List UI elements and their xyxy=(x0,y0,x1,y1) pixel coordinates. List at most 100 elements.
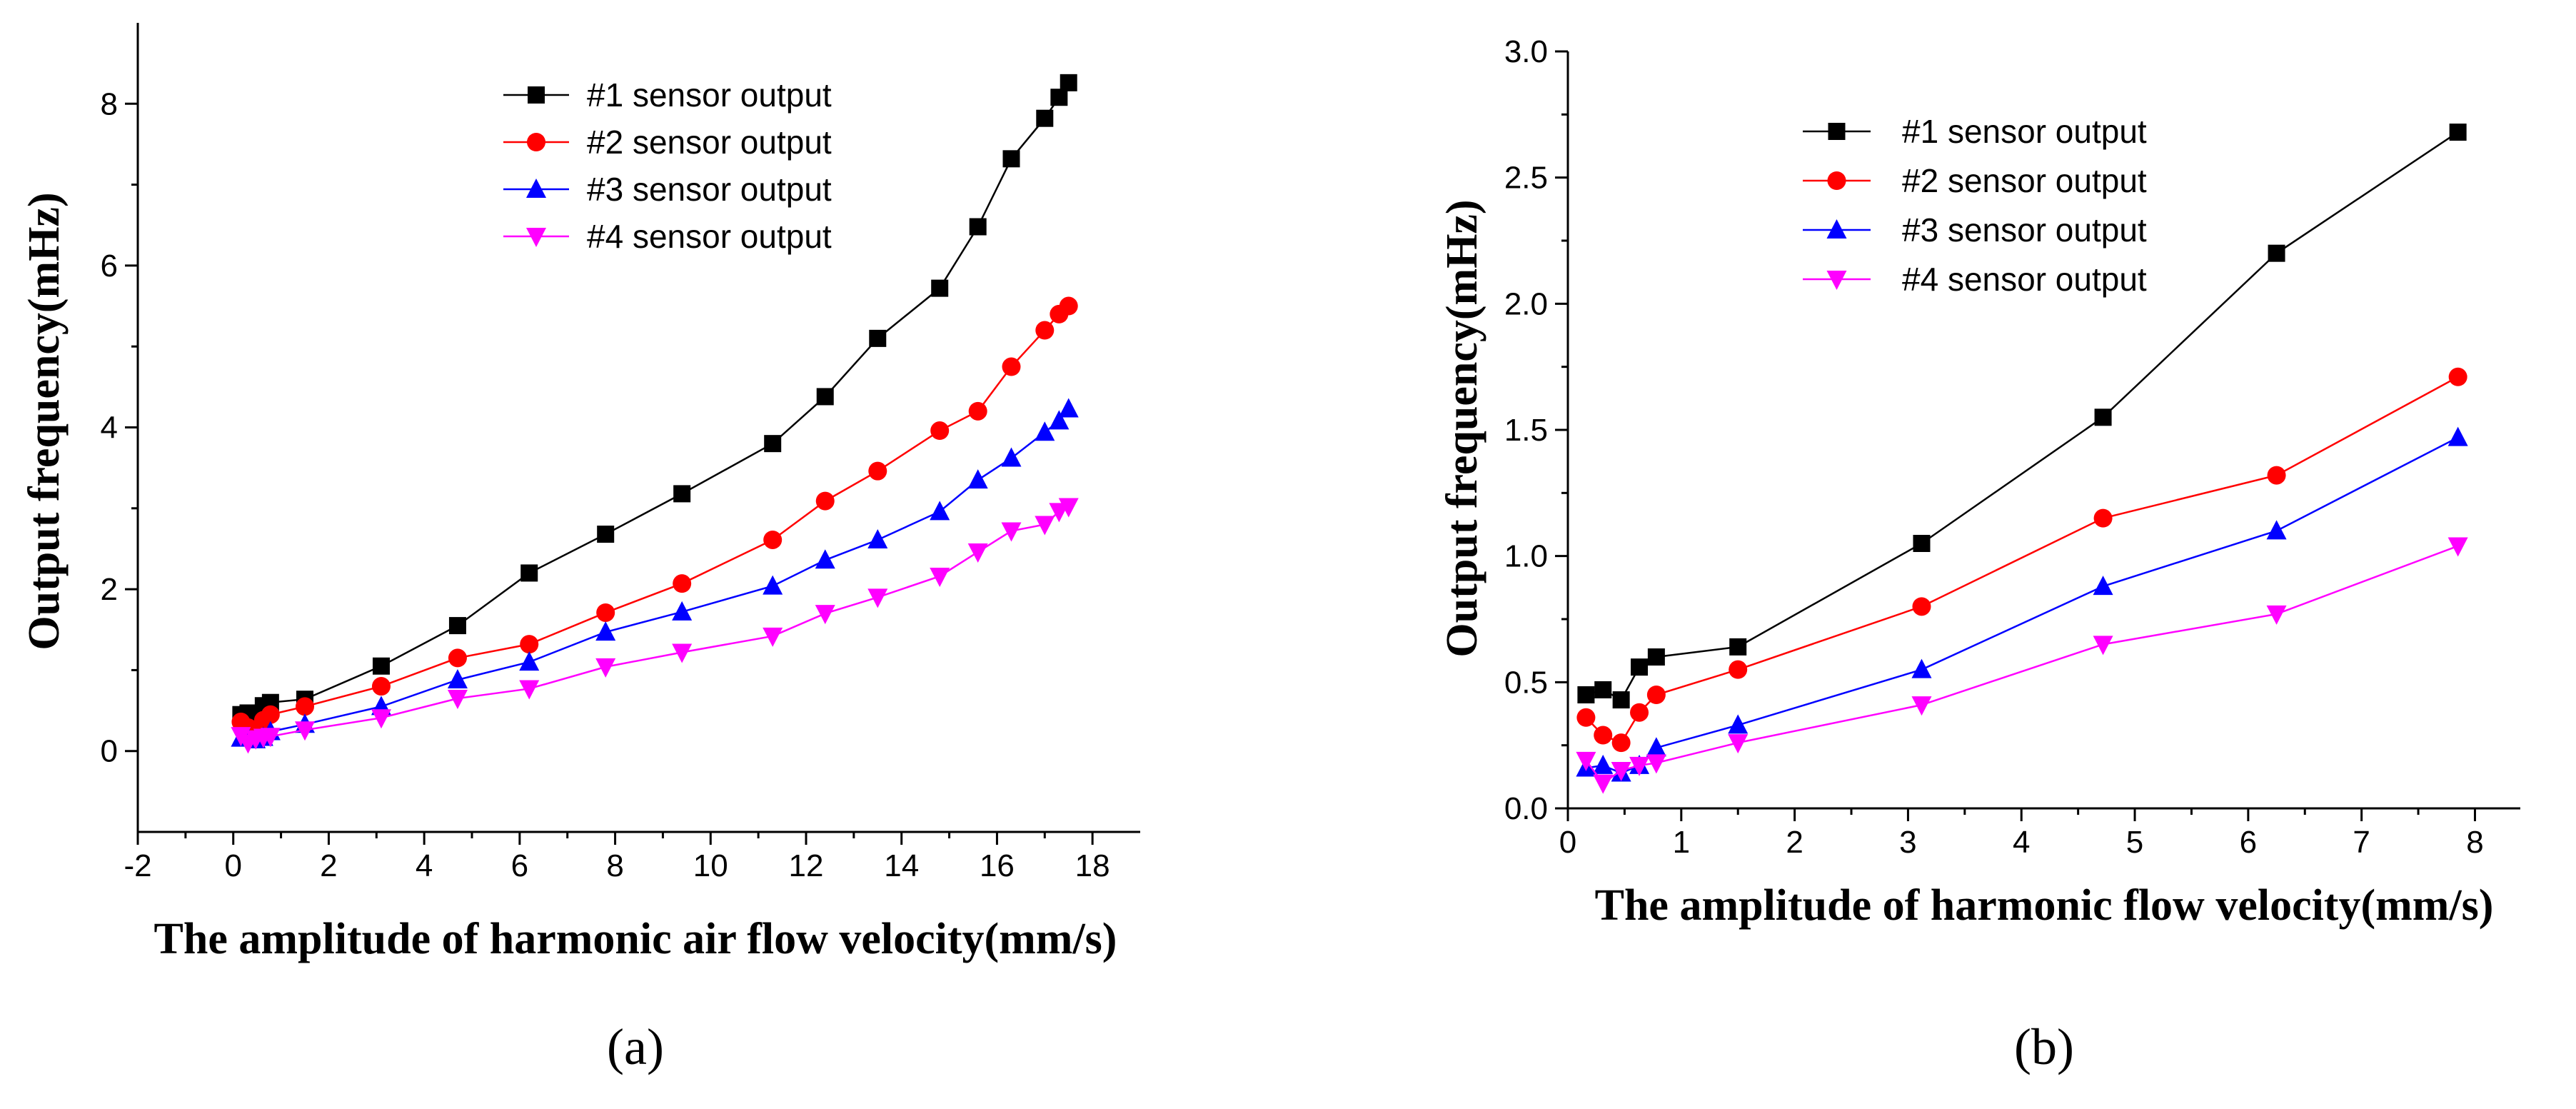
legend-entry: #2 sensor output xyxy=(587,124,832,161)
data-point xyxy=(968,401,987,421)
data-point xyxy=(1612,691,1630,709)
legend-marker xyxy=(528,86,545,104)
data-point xyxy=(2266,605,2287,625)
x-tick-label: 6 xyxy=(2240,825,2257,860)
data-point xyxy=(2093,576,2113,596)
data-point xyxy=(596,603,615,622)
series-line xyxy=(1586,436,2459,774)
y-tick-label: 0.5 xyxy=(1504,665,1548,700)
data-point xyxy=(2266,520,2287,540)
data-point xyxy=(2449,124,2467,141)
data-point xyxy=(2268,244,2285,262)
data-point xyxy=(1576,751,1596,771)
x-tick-label: 10 xyxy=(693,848,728,883)
y-tick-label: 2.5 xyxy=(1504,161,1548,196)
legend-entry: #4 sensor output xyxy=(1902,261,2147,298)
x-tick-label: 16 xyxy=(980,848,1015,883)
data-point xyxy=(930,501,950,521)
legend-marker xyxy=(526,179,546,198)
y-tick-label: 0 xyxy=(101,734,118,769)
legend-marker xyxy=(1826,219,1847,239)
data-point xyxy=(1629,756,1650,776)
data-point xyxy=(1593,754,1614,774)
data-point xyxy=(869,329,887,347)
legend-entry: #1 sensor output xyxy=(587,76,832,114)
data-point xyxy=(1647,648,1665,666)
y-tick-label: 2.0 xyxy=(1504,286,1548,321)
data-point xyxy=(1035,516,1055,536)
data-point xyxy=(1576,708,1596,727)
data-point xyxy=(1646,737,1666,757)
legend-marker xyxy=(526,228,546,247)
data-point xyxy=(2267,466,2286,485)
chart-panel-b: The amplitude of harmonic flow velocity(… xyxy=(1438,34,2520,1075)
data-point xyxy=(2447,426,2468,446)
legend-marker xyxy=(1828,123,1846,140)
series-line xyxy=(1586,131,2459,701)
x-tick-label: 0 xyxy=(1559,825,1576,860)
data-point xyxy=(1002,357,1021,376)
data-point xyxy=(447,668,468,688)
data-point xyxy=(815,491,835,511)
data-point xyxy=(372,657,390,675)
y-tick-label: 0.0 xyxy=(1504,791,1548,826)
data-point xyxy=(672,643,693,663)
data-point xyxy=(673,574,692,593)
x-tick-label: 4 xyxy=(2013,825,2030,860)
y-tick-label: 8 xyxy=(101,86,118,121)
data-point xyxy=(261,705,280,724)
data-point xyxy=(1577,686,1595,703)
data-point xyxy=(448,648,467,668)
legend-entry: #3 sensor output xyxy=(1902,211,2147,249)
y-tick-label: 1.5 xyxy=(1504,413,1548,448)
legend-marker xyxy=(527,133,545,151)
panel-label: (b) xyxy=(2014,1018,2074,1075)
data-point xyxy=(764,435,782,453)
y-tick-label: 2 xyxy=(101,572,118,607)
series-line xyxy=(1585,545,2459,785)
data-point xyxy=(1646,686,1666,704)
data-point xyxy=(930,567,950,587)
data-point xyxy=(519,680,540,700)
legend-marker xyxy=(1827,171,1846,190)
data-point xyxy=(520,635,539,654)
data-point xyxy=(672,601,693,621)
data-point xyxy=(371,677,391,696)
data-point xyxy=(1035,321,1055,340)
x-tick-label: 7 xyxy=(2353,825,2370,860)
data-point xyxy=(1630,703,1649,722)
series-line xyxy=(240,506,1070,744)
y-axis-title: Output frequency(mHz) xyxy=(20,192,69,650)
x-tick-label: 4 xyxy=(416,848,433,883)
panel-label: (a) xyxy=(607,1018,664,1075)
y-tick-label: 6 xyxy=(101,249,118,283)
data-point xyxy=(1035,421,1055,441)
data-point xyxy=(1611,733,1631,753)
legend-entry: #1 sensor output xyxy=(1902,113,2147,150)
x-tick-label: 5 xyxy=(2126,825,2143,860)
data-point xyxy=(1001,447,1022,467)
data-point xyxy=(1729,660,1748,679)
x-tick-label: 6 xyxy=(511,848,528,883)
data-point xyxy=(673,485,691,503)
data-point xyxy=(816,388,834,406)
x-tick-label: 8 xyxy=(606,848,623,883)
data-point xyxy=(520,564,538,582)
data-point xyxy=(595,621,616,641)
x-tick-label: 14 xyxy=(884,848,919,883)
data-point xyxy=(930,421,950,441)
x-tick-label: 12 xyxy=(789,848,824,883)
x-tick-label: 8 xyxy=(2466,825,2483,860)
data-point xyxy=(447,690,468,710)
data-point xyxy=(1050,89,1068,106)
data-point xyxy=(1911,696,1932,716)
legend-marker xyxy=(1826,271,1847,290)
data-point xyxy=(597,526,615,543)
data-point xyxy=(967,543,988,563)
data-point xyxy=(1049,410,1070,430)
data-point xyxy=(969,218,987,236)
data-point xyxy=(931,279,949,297)
data-point xyxy=(1631,658,1649,676)
data-point xyxy=(2447,537,2468,557)
